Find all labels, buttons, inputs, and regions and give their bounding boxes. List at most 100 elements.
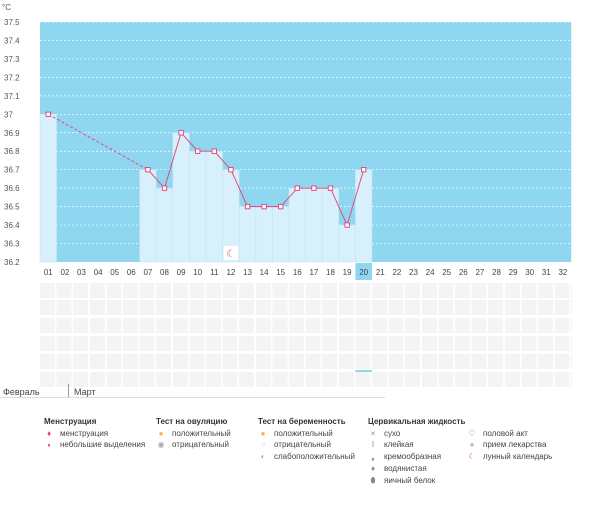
cross-icon: × (370, 429, 376, 438)
temperature-point (228, 167, 234, 173)
temperature-point (178, 130, 184, 136)
moon-icon: ☾ (468, 452, 476, 461)
legend-label: сухо (384, 429, 401, 438)
y-tick-label: 37.3 (4, 55, 20, 64)
x-tick-label: 25 (442, 268, 451, 277)
circle-icon: ○ (260, 440, 266, 449)
moon-icon: ☾ (226, 249, 235, 260)
gray-circle-icon: ◉ (157, 440, 165, 449)
legend-label: отрицательный (172, 440, 229, 449)
highlight-day-cell (355, 263, 372, 280)
temperature-bar (139, 169, 157, 263)
x-tick-label: 01 (44, 268, 53, 277)
temperature-line (147, 169, 165, 189)
legend-lunar: ☾ лунный календарь (467, 452, 552, 461)
temperature-bar (321, 187, 340, 263)
symptom-row (40, 283, 572, 298)
x-tick-label: 10 (193, 268, 202, 277)
temperature-point (244, 203, 251, 210)
temperature-point (211, 148, 217, 154)
x-tick-label: 13 (243, 268, 252, 277)
temperature-point (261, 203, 267, 210)
temperature-line (164, 132, 182, 189)
y-tick-label: 36.6 (4, 184, 20, 193)
y-unit-label: °C (2, 3, 11, 12)
x-tick-label: 30 (525, 268, 534, 277)
temperature-bar (305, 187, 323, 263)
legend-intercourse: ♡ половой акт (467, 429, 527, 438)
legend-cervical-eggwhite: ⬮ яичный белок (368, 476, 435, 486)
y-tick-label: 37.2 (4, 73, 20, 82)
temperature-bar (155, 187, 174, 263)
x-tick-label: 21 (376, 268, 385, 277)
legend-label: кремообразная (384, 452, 442, 461)
x-tick-label: 02 (60, 268, 69, 277)
temperature-line (213, 150, 232, 170)
temperature-bar (272, 206, 290, 263)
x-tick-label: 14 (260, 268, 269, 277)
egg-icon: ⬮ (370, 476, 376, 485)
legend-cervical-creamy: ❟ кремообразная (368, 452, 441, 462)
x-tick-label: 18 (326, 268, 335, 277)
legend-separator (0, 397, 385, 398)
x-tick-label: 05 (110, 268, 119, 277)
x-tick-label: 19 (343, 268, 352, 277)
x-tick-label: 06 (127, 268, 136, 277)
temperature-point (161, 185, 168, 191)
x-tick-label: 11 (210, 268, 219, 277)
legend-label: положительный (172, 429, 231, 438)
temperature-point (278, 203, 284, 210)
legend-medication: ● прием лекарства (467, 440, 547, 449)
month-feb: Февраль (3, 387, 40, 397)
legend-label: положительный (274, 429, 333, 438)
temperature-line (330, 187, 348, 226)
y-tick-label: 37.1 (4, 92, 20, 101)
legend-label: отрицательный (274, 440, 331, 449)
legend-ovulation-title: Тест на овуляцию (156, 417, 228, 426)
y-tick-label: 36.5 (4, 203, 20, 212)
lunar-box (223, 246, 239, 260)
legend-pregnancy-title: Тест на беременность (258, 417, 346, 426)
legend-label: клейкая (384, 440, 414, 449)
legend-ovulation-negative: ◉ отрицательный (156, 440, 229, 449)
x-tick-label: 09 (177, 268, 186, 277)
y-tick-label: 36.2 (4, 258, 20, 267)
temperature-bar (189, 150, 207, 263)
x-tick-label: 23 (409, 268, 418, 277)
y-tick-label: 37 (4, 110, 13, 119)
temperature-point (145, 167, 151, 173)
x-tick-label: 32 (558, 268, 567, 277)
legend-ovulation-positive: ● положительный (156, 429, 231, 438)
temperature-point (361, 167, 367, 173)
legend-light: ♦ небольшие выделения (44, 440, 145, 449)
symptom-row (40, 336, 572, 351)
temperature-bar (338, 224, 356, 263)
temperature-bar (288, 187, 306, 263)
heart-icon: ♡ (468, 429, 476, 438)
temperature-point (311, 185, 317, 191)
x-tick-label: 31 (542, 268, 551, 277)
month-mar: Март (74, 387, 96, 397)
legend-label: яичный белок (384, 476, 436, 485)
legend-cervical-watery: ♦ водянистая (368, 464, 427, 473)
x-tick-label: 24 (426, 268, 435, 277)
symptom-row (40, 372, 572, 387)
temperature-bar (205, 150, 223, 263)
legend-cervical-dry: × сухо (368, 429, 401, 438)
sun-icon: ● (260, 429, 266, 438)
temperature-point (195, 148, 201, 154)
legend-pregnancy-positive: ● положительный (258, 429, 333, 438)
temperature-line (180, 132, 199, 152)
temperature-point (294, 185, 300, 191)
temperature-point (327, 185, 334, 191)
y-tick-label: 36.4 (4, 221, 20, 230)
legend-menstruation: ♦ менструация (44, 429, 108, 438)
x-tick-label: 03 (77, 268, 86, 277)
legend-cervical-title: Цервикальная жидкость (368, 417, 466, 426)
x-tick-label: 15 (276, 268, 285, 277)
temperature-line (230, 169, 248, 207)
drop-light-icon: ♦ (47, 443, 51, 449)
legend-menstruation-title: Менструация (44, 417, 97, 426)
symptom-row (40, 354, 572, 369)
y-tick-label: 36.3 (4, 240, 20, 249)
